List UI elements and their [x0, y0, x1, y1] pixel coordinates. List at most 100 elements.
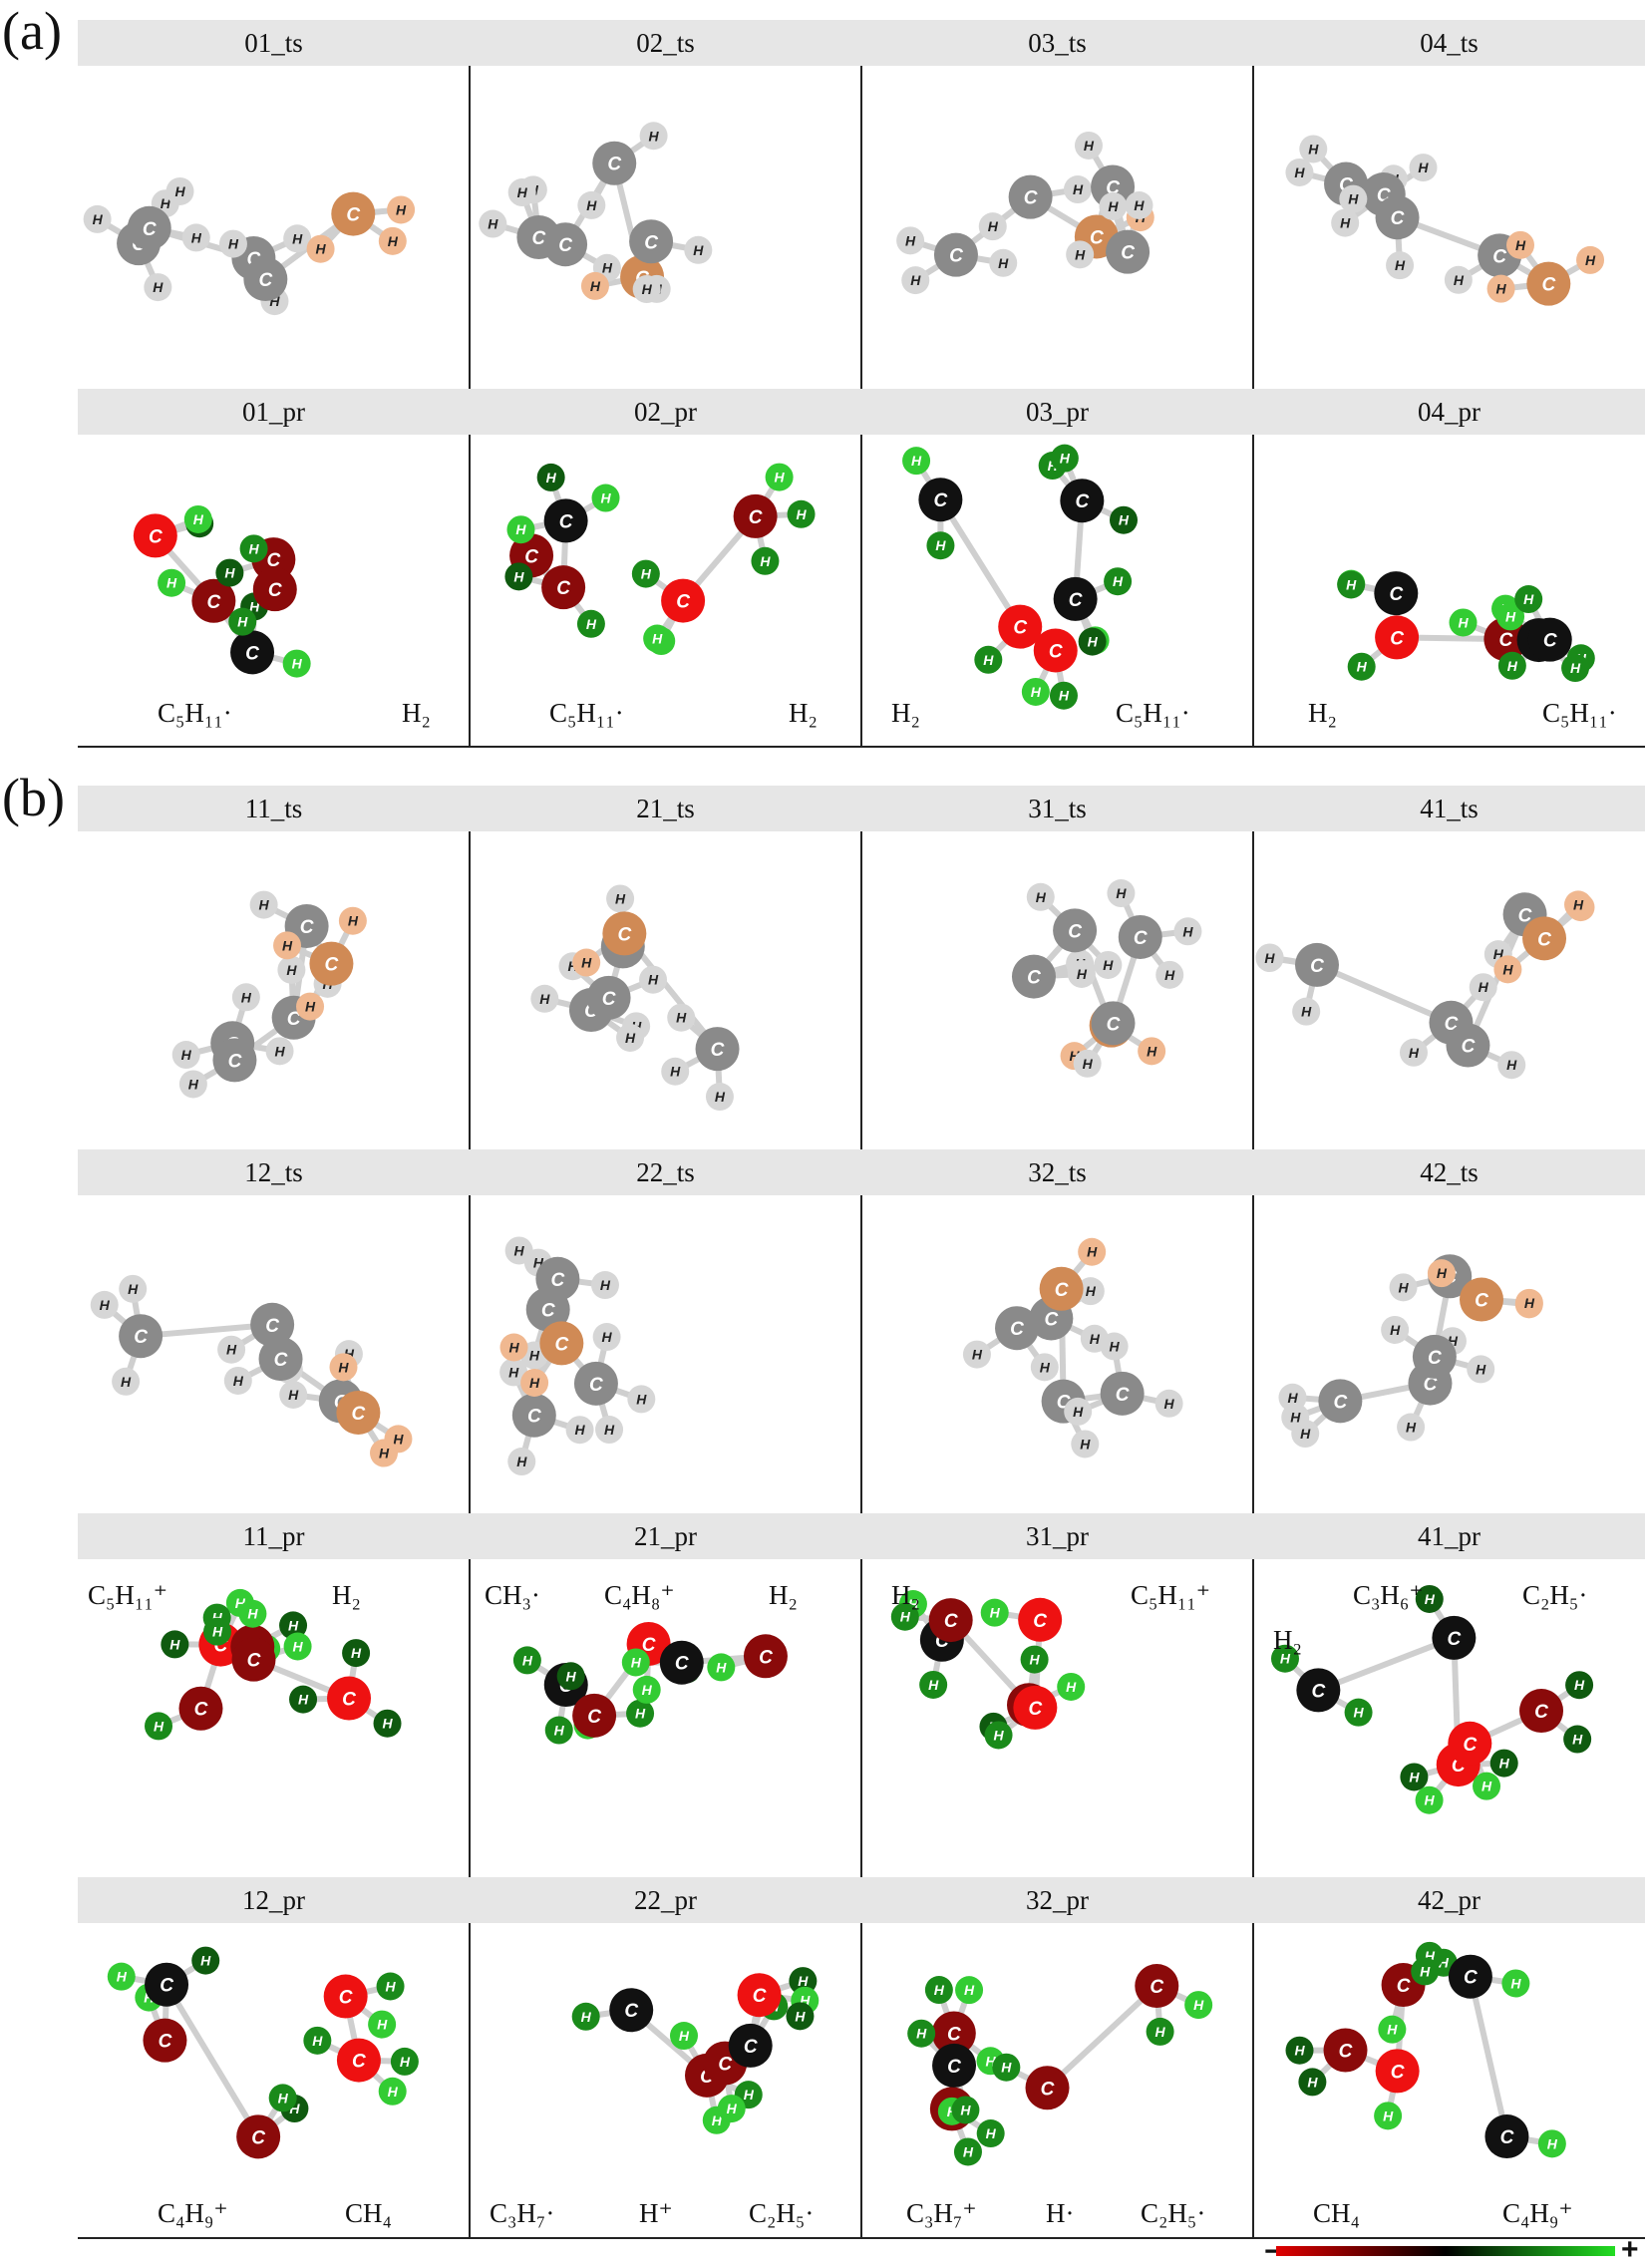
hydrogen-atom: H: [387, 195, 415, 223]
atom-symbol: C: [1475, 1291, 1488, 1312]
atom-symbol: C: [1397, 1976, 1411, 1997]
atom-symbol: H: [1346, 576, 1357, 592]
panel-section-b: 11_tsCHHHCHCHHCHCHHH21_tsCHHHCHHCHCHCHHH…: [78, 786, 1645, 2237]
hydrogen-atom: H: [989, 249, 1017, 277]
atom-symbol: C: [346, 205, 360, 226]
hydrogen-atom: H: [1184, 1991, 1212, 2019]
atom-symbol: C: [1534, 1702, 1548, 1723]
cell-title: 41_ts: [1253, 786, 1645, 831]
atom-symbol: H: [1001, 2060, 1012, 2076]
atom-symbol: H: [508, 1364, 519, 1380]
hydrogen-atom: H: [1279, 1384, 1307, 1412]
carbon-atom: C: [327, 1677, 371, 1721]
atom-symbol: C: [1075, 491, 1089, 512]
hydrogen-atom: H: [1400, 1039, 1428, 1067]
atom-symbol: C: [551, 1270, 565, 1291]
hydrogen-atom: H: [1416, 1786, 1444, 1814]
hydrogen-atom: H: [566, 1416, 594, 1444]
cell-title: 11_ts: [78, 786, 470, 831]
carbon-atom: C: [738, 1973, 782, 2017]
atom-symbol: H: [1134, 197, 1145, 213]
atom-symbol: H: [586, 197, 597, 213]
atom-symbol: C: [711, 1040, 725, 1061]
atom-symbol: H: [379, 1446, 390, 1461]
hydrogen-atom: H: [339, 907, 367, 935]
atom-symbol: H: [529, 1375, 540, 1391]
species-formula: C₃H₆⁺: [1353, 1580, 1424, 1611]
atom-symbol: H: [1390, 1322, 1401, 1338]
molecule-structure: CHCHHHCHCHHCHHH: [470, 1923, 861, 2241]
atom-symbol: H: [1496, 281, 1507, 297]
carbon-atom: C: [143, 2019, 186, 2063]
hydrogen-atom: H: [622, 1648, 650, 1676]
atom-symbol: H: [529, 1348, 540, 1364]
species-formula: H₂: [891, 1580, 920, 1611]
atom-symbol: H: [760, 553, 771, 569]
structure-cell-32-ts: 32_tsCHHHCHHCHCHCHHH: [861, 1149, 1253, 1513]
hydrogen-atom: H: [661, 1058, 689, 1086]
carbon-atom: C: [1413, 1335, 1457, 1379]
atom-symbol: C: [160, 1976, 173, 1997]
carbon-atom: C: [660, 1641, 704, 1685]
hydrogen-atom: H: [572, 2003, 600, 2031]
atom-symbol: H: [964, 1982, 975, 1998]
atom-symbol: C: [1121, 243, 1135, 264]
atom-symbol: C: [258, 270, 272, 291]
hydrogen-atom: H: [296, 993, 324, 1021]
atom-symbol: H: [998, 255, 1009, 271]
hydrogen-atom: H: [1104, 567, 1132, 595]
hydrogen-atom: H: [240, 534, 268, 562]
atom-symbol: H: [648, 972, 659, 988]
atom-symbol: C: [587, 1707, 601, 1728]
atom-symbol: C: [251, 2127, 265, 2148]
atom-symbol: C: [352, 2052, 366, 2073]
species-formula: C₃H₇⁺: [906, 2198, 977, 2229]
atom-symbol: H: [1340, 215, 1351, 231]
atom-symbol: C: [558, 235, 572, 256]
atom-symbol: H: [166, 575, 177, 591]
atom-symbol: H: [1479, 979, 1489, 995]
species-formula: H·: [1046, 2198, 1075, 2229]
cell-title: 31_pr: [861, 1513, 1253, 1559]
atom-symbol: H: [1425, 1591, 1436, 1607]
atom-symbol: H: [546, 470, 557, 486]
atom-symbol: H: [188, 1076, 199, 1092]
hydrogen-atom: H: [627, 1385, 655, 1413]
hydrogen-atom: H: [1299, 135, 1327, 162]
atom-symbol: H: [615, 890, 626, 906]
atom-symbol: H: [1077, 966, 1088, 982]
atom-symbol: C: [247, 1651, 261, 1672]
hydrogen-atom: H: [1064, 1398, 1092, 1426]
atom-symbol: H: [1182, 923, 1193, 939]
hydrogen-atom: H: [1064, 175, 1092, 203]
hydrogen-atom: H: [1066, 240, 1094, 268]
atom-symbol: C: [1543, 631, 1557, 652]
hydrogen-atom: H: [520, 1369, 548, 1397]
atom-symbol: H: [775, 470, 786, 486]
atom-symbol: H: [1294, 2043, 1305, 2059]
hydrogen-atom: H: [377, 1973, 405, 2001]
atom-symbol: H: [900, 1609, 911, 1625]
hydrogen-atom: H: [1386, 251, 1414, 279]
carbon-atom: C: [1135, 1964, 1178, 2008]
cell-title: 01_pr: [78, 389, 470, 435]
hydrogen-atom: H: [250, 891, 278, 919]
species-formula: H₂: [332, 1580, 361, 1611]
atom-symbol: H: [911, 453, 922, 469]
hydrogen-atom: H: [954, 2137, 982, 2165]
cell-title: 42_pr: [1253, 1877, 1645, 1923]
hydrogen-atom: H: [273, 931, 301, 959]
atom-symbol: C: [1116, 1385, 1130, 1406]
atom-symbol: H: [1387, 2022, 1398, 2038]
hydrogen-atom: H: [926, 531, 954, 559]
carbon-atom: C: [744, 1634, 788, 1678]
structure-cell-21-pr: 21_prCHHHCHHCHHCHCHCH₃·C₄H₈⁺H₂: [470, 1513, 861, 1877]
atom-symbol: H: [744, 2087, 755, 2103]
carbon-atom: C: [629, 219, 673, 263]
atom-symbol: H: [121, 1374, 132, 1390]
cell-title: 12_ts: [78, 1149, 470, 1195]
hydrogen-atom: H: [391, 2048, 419, 2076]
hydrogen-atom: H: [1467, 1355, 1494, 1383]
